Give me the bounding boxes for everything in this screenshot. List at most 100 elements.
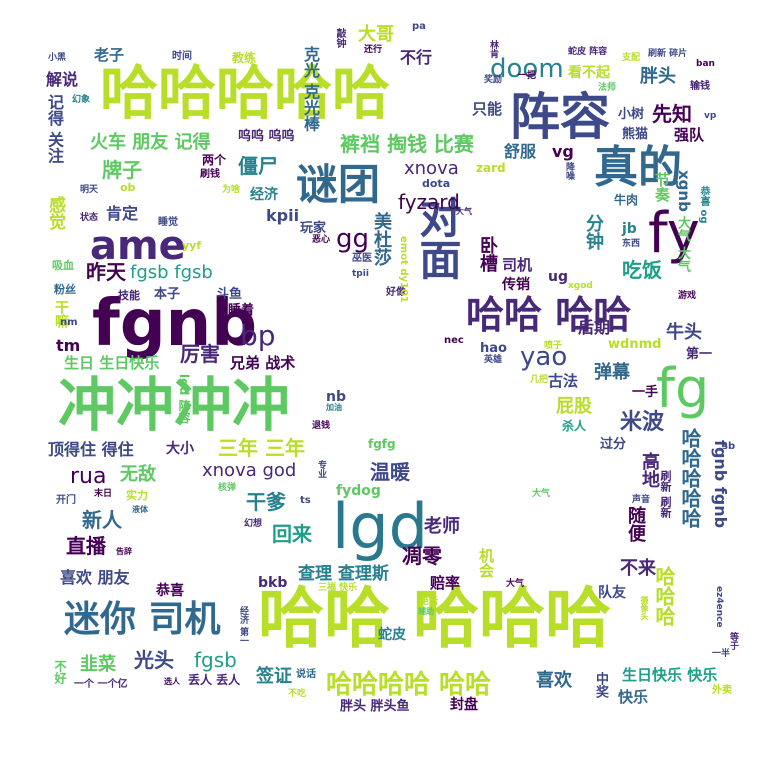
word: 后期	[578, 318, 611, 337]
word: 加油	[326, 403, 342, 412]
word: 状态	[80, 213, 99, 223]
word: 东西	[622, 239, 641, 249]
word: 喜欢	[536, 670, 572, 691]
word: 喷子	[544, 341, 563, 351]
word: 司机	[502, 256, 533, 274]
word: 哈哈哈哈 哈哈	[326, 670, 492, 700]
word: 退钱	[312, 421, 331, 431]
word: 克光 克光棒	[301, 46, 320, 132]
word: 封盘	[450, 697, 478, 713]
word: 声音	[632, 495, 651, 505]
word: fgnb fgnb	[711, 440, 730, 529]
word: 等于	[728, 632, 738, 650]
word: 不来	[620, 558, 656, 579]
word: 经济 第一	[238, 606, 248, 646]
word: 卧槽	[477, 236, 498, 272]
word: 新人	[82, 508, 122, 532]
word: 恭喜 og	[698, 186, 709, 224]
word: 选人	[164, 677, 180, 686]
word: 辅助	[418, 607, 434, 616]
word: 光头	[134, 648, 174, 672]
word: nm	[60, 317, 78, 328]
word: 美杜莎	[371, 212, 392, 266]
word: bkb	[258, 575, 288, 591]
word: 分钟	[583, 214, 604, 250]
word: 本子	[154, 287, 181, 302]
word: fgnb	[92, 287, 258, 361]
word: 支配	[622, 53, 641, 63]
word: 幻象	[72, 95, 91, 105]
word: 吸血	[52, 259, 74, 272]
word: 玩家	[300, 221, 327, 236]
word: 顶得住 得住	[48, 440, 134, 459]
word: 哈哈 哈哈	[466, 293, 632, 337]
word: 第一	[686, 347, 713, 362]
word: nec	[444, 335, 464, 346]
word: 冲冲冲冲	[58, 371, 291, 439]
word: yyf	[182, 239, 202, 252]
word: tpii	[352, 269, 369, 279]
word: 传销	[502, 277, 530, 293]
word: 先知	[652, 102, 692, 126]
word: fy	[648, 201, 700, 266]
word: 明天	[80, 185, 99, 195]
word: bp	[240, 319, 276, 352]
word: vg	[552, 142, 574, 161]
word: 降噪	[564, 162, 574, 180]
word: fyzard	[398, 190, 460, 214]
word: 恭喜	[156, 583, 184, 599]
word: 哈哈哈哈哈	[678, 428, 702, 528]
word: 教练	[232, 51, 257, 65]
word: 凋零	[402, 544, 442, 568]
word: xnova	[404, 158, 459, 179]
word: 睡着	[228, 303, 255, 318]
word: 胖头	[640, 66, 676, 87]
word: 说话	[296, 669, 316, 680]
word: 熊猫	[622, 127, 649, 142]
word: ts	[300, 495, 311, 506]
word: 大气	[532, 489, 551, 499]
word: 赔率	[430, 574, 461, 592]
word: 僵尸	[238, 154, 278, 178]
word: 中奖	[593, 672, 608, 698]
word: 大气 大气	[675, 216, 690, 273]
word: 牛肉	[614, 193, 639, 207]
word: 核弹	[218, 483, 237, 493]
word: emot dy101	[398, 236, 409, 303]
word: 三年 三年	[218, 436, 305, 460]
word: zard	[476, 161, 506, 175]
word: 呜呜 呜呜	[238, 129, 295, 144]
word: 技能	[118, 289, 140, 302]
word: 米波	[620, 410, 665, 435]
word: xnova god	[202, 460, 297, 481]
word: 牛头	[666, 322, 702, 343]
word: 节奏	[653, 172, 671, 202]
word: 无敌	[120, 464, 156, 485]
word: 老子	[94, 46, 125, 64]
word: vp	[704, 111, 717, 121]
word: kpii	[266, 206, 300, 225]
word: lgd	[332, 490, 428, 563]
word: 几把	[530, 375, 549, 385]
word: 回来	[272, 522, 312, 546]
word: 液体	[132, 505, 148, 514]
word: 生日 生日快乐	[64, 354, 160, 372]
word: 强队	[674, 126, 705, 144]
word: 只能	[472, 100, 503, 118]
word: hao	[480, 341, 507, 356]
word: 告辞	[116, 547, 132, 556]
word: 一把	[518, 71, 537, 81]
word: 大小	[166, 441, 194, 457]
word: 兄弟 战术	[230, 354, 296, 372]
word: 弹幕	[594, 362, 630, 383]
word: 睡觉	[158, 217, 178, 228]
word: 大哥	[358, 24, 394, 45]
word: 干爹	[246, 490, 286, 514]
word: 游戏	[678, 291, 697, 301]
word: dota	[422, 177, 451, 190]
word: 哈哈哈哈哈	[100, 59, 391, 127]
word: 哈哈哈	[652, 566, 676, 626]
word: sb	[722, 441, 736, 452]
word: fg	[656, 357, 710, 420]
word: doom	[490, 54, 564, 84]
